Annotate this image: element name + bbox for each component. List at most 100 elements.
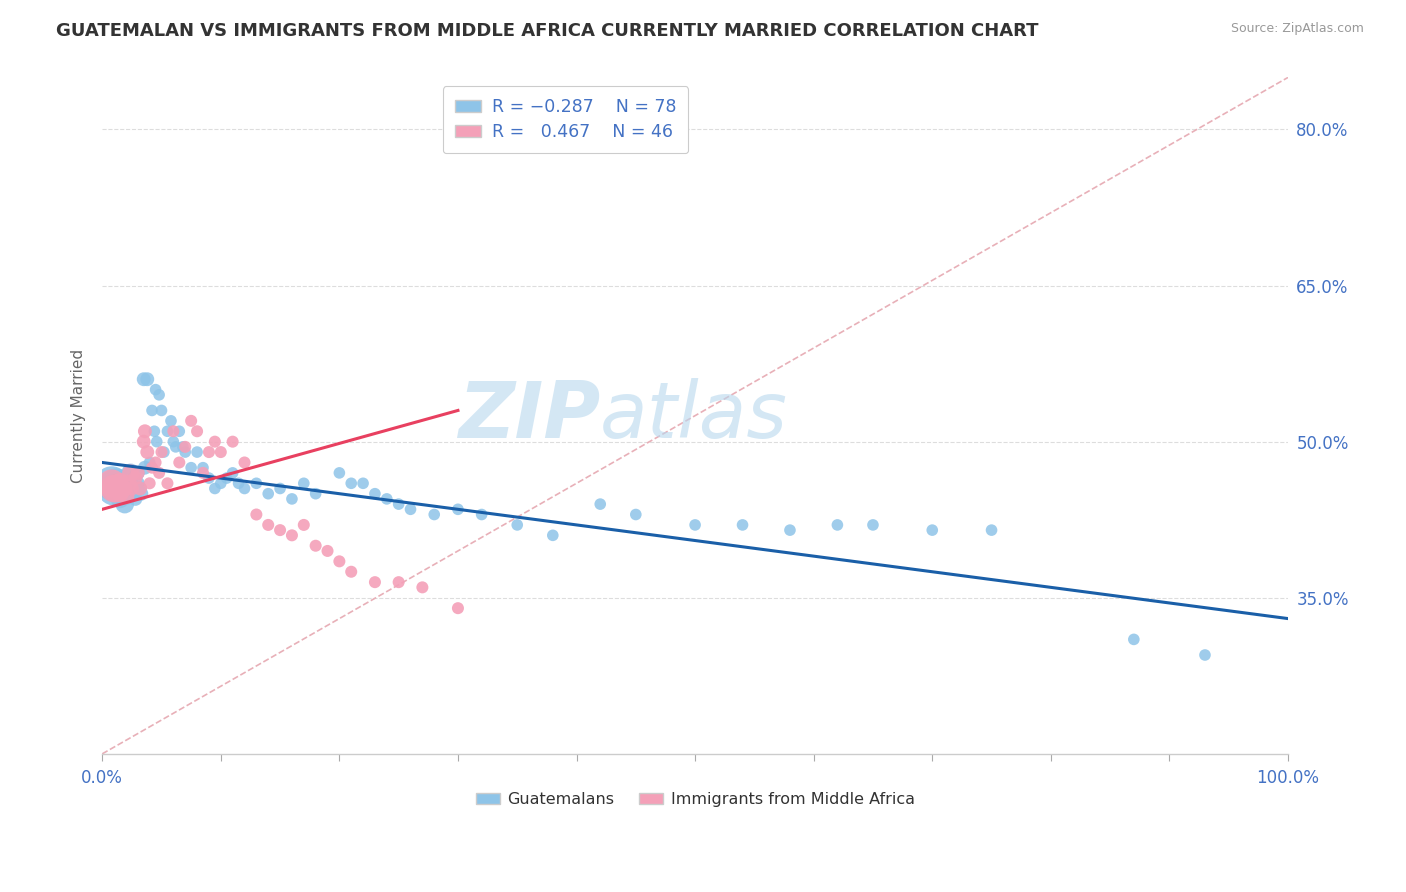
Point <box>121 476 143 491</box>
Point <box>156 424 179 438</box>
Point <box>683 517 706 532</box>
Point <box>257 517 280 532</box>
Point <box>127 466 149 480</box>
Point <box>108 474 131 488</box>
Point <box>153 445 176 459</box>
Point <box>209 445 232 459</box>
Point <box>269 523 291 537</box>
Point <box>921 523 943 537</box>
Point <box>305 486 328 500</box>
Point <box>281 491 304 506</box>
Point <box>162 434 184 449</box>
Point <box>447 601 470 615</box>
Point <box>281 528 304 542</box>
Point <box>127 466 149 480</box>
Point <box>352 476 374 491</box>
Point <box>292 476 315 491</box>
Point <box>129 482 152 496</box>
Point <box>156 476 179 491</box>
Point <box>145 434 167 449</box>
Point <box>1122 632 1144 647</box>
Point <box>141 403 163 417</box>
Point <box>148 466 170 480</box>
Point <box>779 523 801 537</box>
Y-axis label: Currently Married: Currently Married <box>72 349 86 483</box>
Point <box>129 482 152 496</box>
Point <box>541 528 564 542</box>
Point <box>112 482 135 496</box>
Point <box>269 482 291 496</box>
Point <box>114 497 136 511</box>
Point <box>150 403 173 417</box>
Point <box>506 517 529 532</box>
Point <box>471 508 494 522</box>
Point <box>138 455 160 469</box>
Point <box>305 539 328 553</box>
Point <box>150 445 173 459</box>
Point <box>145 383 167 397</box>
Point <box>127 476 149 491</box>
Point <box>148 388 170 402</box>
Point <box>292 517 315 532</box>
Point <box>143 424 166 438</box>
Point <box>131 486 153 500</box>
Point <box>228 476 250 491</box>
Point <box>120 466 142 480</box>
Point <box>115 489 138 503</box>
Point <box>141 460 163 475</box>
Point <box>198 445 221 459</box>
Point <box>375 491 398 506</box>
Point <box>204 482 226 496</box>
Point <box>121 482 143 496</box>
Point <box>172 440 194 454</box>
Text: ZIP: ZIP <box>458 377 600 454</box>
Point <box>423 508 446 522</box>
Point <box>204 434 226 449</box>
Point <box>862 517 884 532</box>
Point <box>364 486 387 500</box>
Point <box>388 575 411 590</box>
Point <box>209 476 232 491</box>
Point <box>169 455 191 469</box>
Point <box>174 440 197 454</box>
Text: atlas: atlas <box>600 377 789 454</box>
Text: GUATEMALAN VS IMMIGRANTS FROM MIDDLE AFRICA CURRENTLY MARRIED CORRELATION CHART: GUATEMALAN VS IMMIGRANTS FROM MIDDLE AFR… <box>56 22 1039 40</box>
Point <box>191 466 214 480</box>
Point <box>624 508 647 522</box>
Point <box>162 424 184 438</box>
Point <box>233 455 256 469</box>
Point <box>105 478 128 492</box>
Point <box>160 414 183 428</box>
Point <box>827 517 849 532</box>
Point <box>180 414 202 428</box>
Point <box>399 502 422 516</box>
Point <box>215 471 238 485</box>
Point <box>221 434 243 449</box>
Point <box>124 471 146 485</box>
Point <box>328 554 350 568</box>
Point <box>105 482 128 496</box>
Point <box>108 491 131 506</box>
Point <box>731 517 754 532</box>
Point <box>245 508 267 522</box>
Point <box>110 486 132 500</box>
Legend: Guatemalans, Immigrants from Middle Africa: Guatemalans, Immigrants from Middle Afri… <box>470 786 921 814</box>
Point <box>257 486 280 500</box>
Point <box>221 466 243 480</box>
Point <box>388 497 411 511</box>
Point <box>145 455 167 469</box>
Point <box>111 476 134 491</box>
Point <box>134 460 156 475</box>
Point <box>245 476 267 491</box>
Point <box>980 523 1002 537</box>
Point <box>1194 648 1216 662</box>
Point <box>186 445 208 459</box>
Text: Source: ZipAtlas.com: Source: ZipAtlas.com <box>1230 22 1364 36</box>
Point <box>132 372 155 386</box>
Point <box>186 424 208 438</box>
Point <box>316 544 339 558</box>
Point <box>340 565 363 579</box>
Point <box>117 476 139 491</box>
Point <box>198 471 221 485</box>
Point <box>364 575 387 590</box>
